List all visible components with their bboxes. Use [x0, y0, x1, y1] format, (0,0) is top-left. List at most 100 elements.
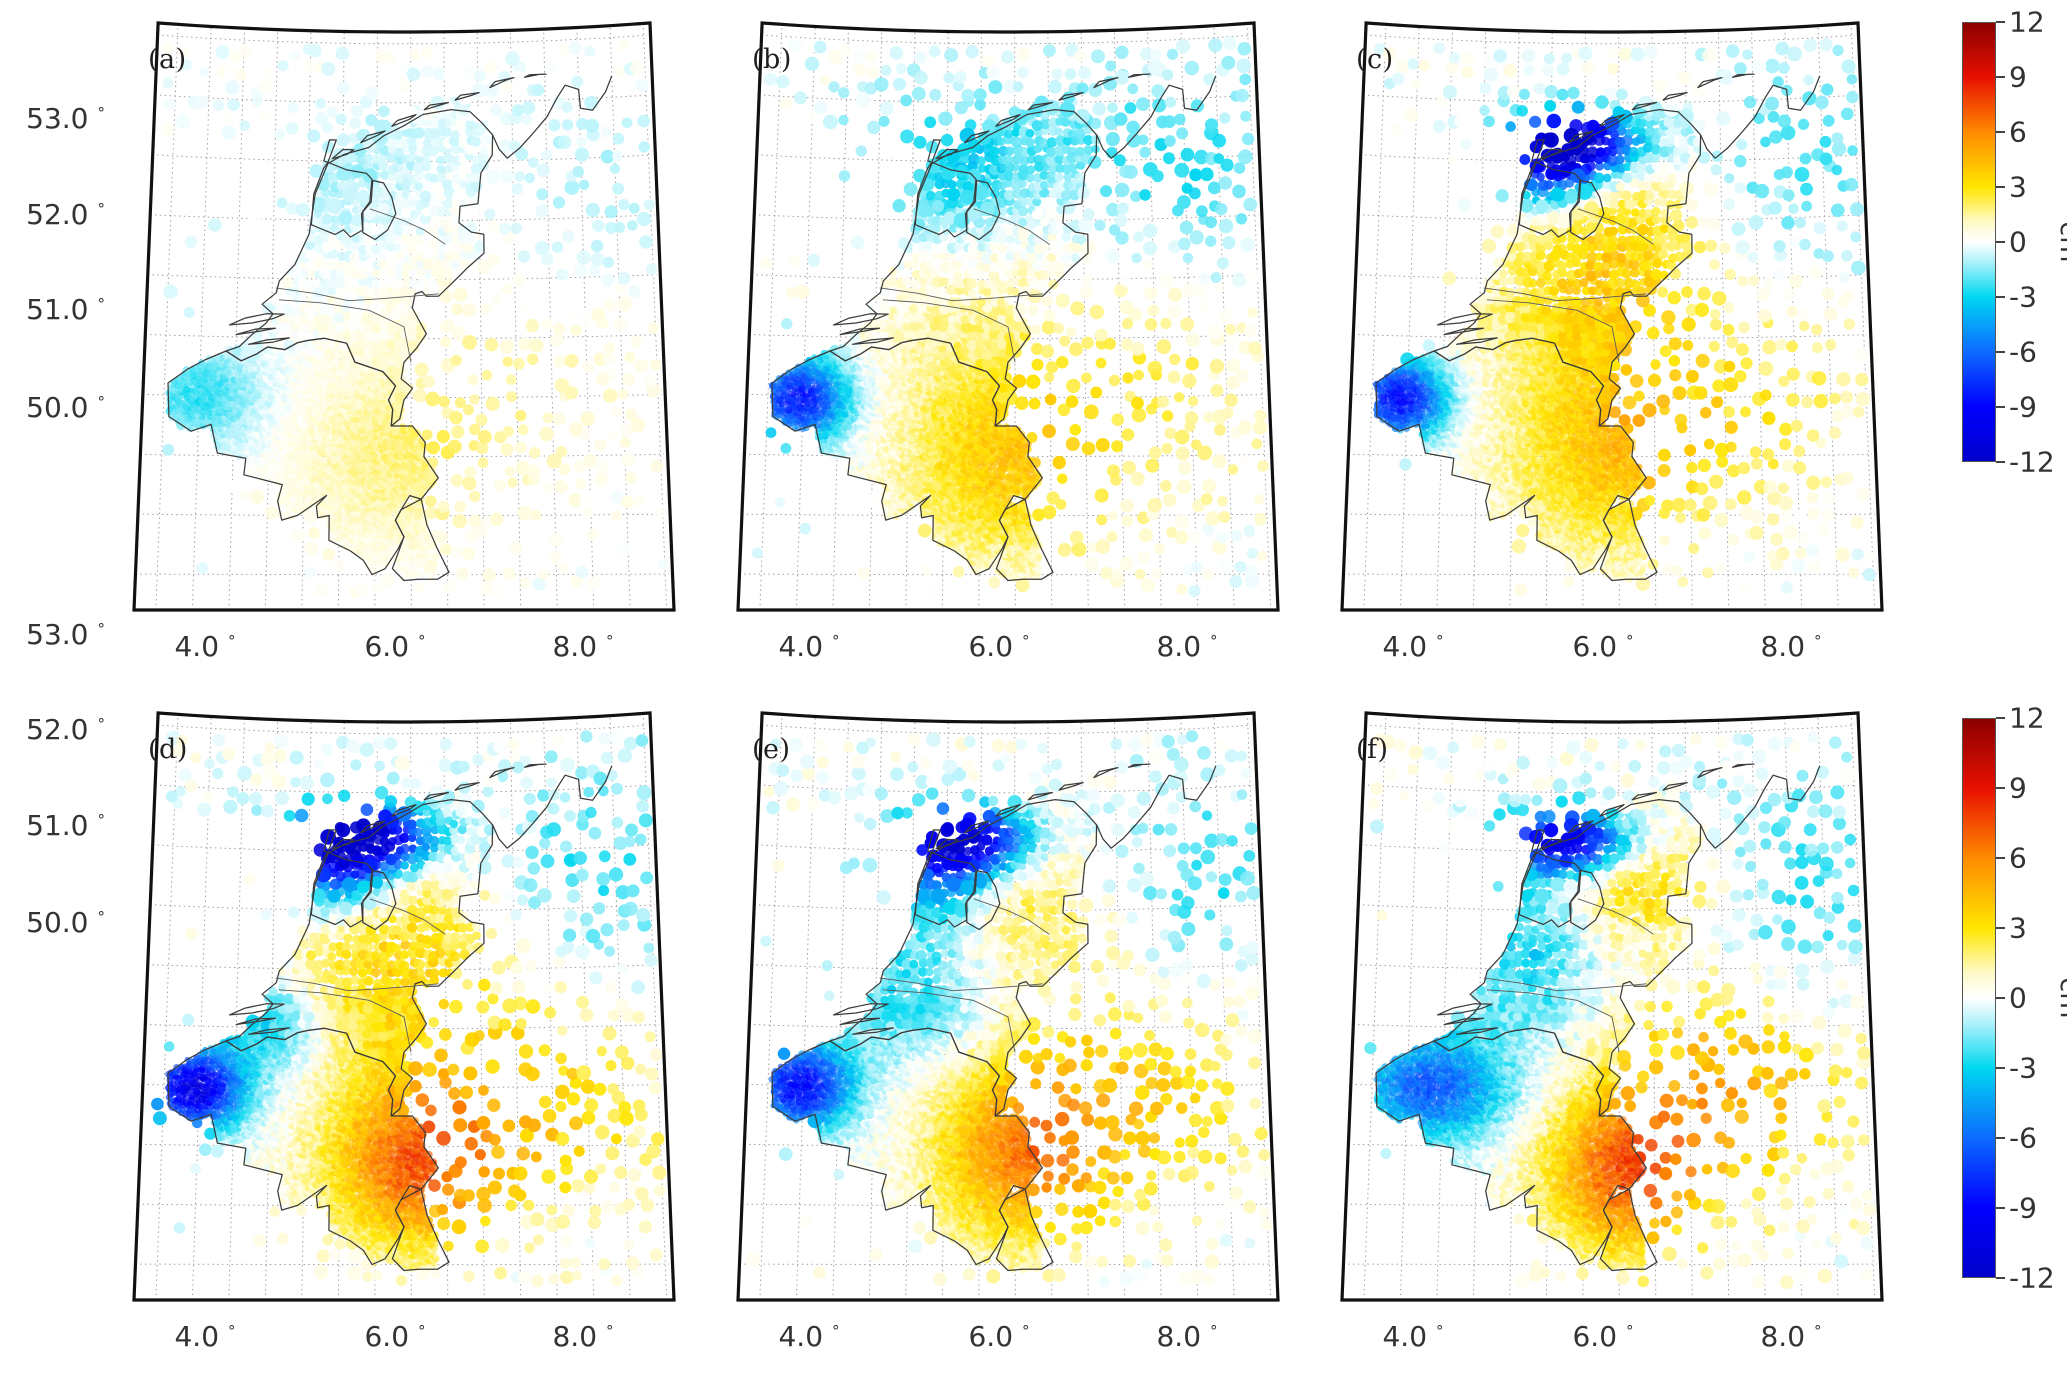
- data-point: [356, 190, 370, 204]
- ytick-row0-52: 52.0 °: [0, 198, 105, 231]
- panel-b[interactable]: (b): [736, 21, 1280, 612]
- data-point: [249, 489, 265, 505]
- data-point: [343, 276, 353, 287]
- data-point: [421, 429, 433, 441]
- data-point: [627, 220, 638, 231]
- data-point: [443, 153, 454, 164]
- data-point: [591, 307, 605, 322]
- data-point: [643, 199, 655, 211]
- graticule-meridian: [642, 23, 668, 610]
- data-point: [526, 464, 541, 479]
- data-point: [439, 290, 453, 304]
- data-point: [467, 374, 479, 386]
- data-point: [392, 293, 403, 304]
- data-point: [221, 125, 236, 140]
- data-point: [561, 119, 574, 131]
- data-point: [326, 198, 342, 214]
- data-point: [304, 541, 319, 556]
- data-point: [480, 582, 494, 596]
- data-point: [568, 41, 582, 55]
- data-point: [524, 172, 536, 184]
- data-point: [612, 132, 625, 145]
- data-point: [552, 196, 566, 209]
- data-point: [589, 264, 601, 277]
- ytick-row0-53: 53.0 °: [0, 102, 105, 135]
- data-point: [639, 235, 653, 249]
- data-point: [289, 50, 300, 61]
- data-point: [447, 439, 462, 454]
- data-point: [492, 583, 507, 598]
- data-point: [195, 95, 209, 109]
- data-point: [391, 278, 403, 290]
- data-point: [320, 261, 330, 271]
- data-point: [487, 254, 500, 267]
- data-point: [161, 123, 174, 137]
- data-point: [291, 528, 306, 543]
- data-point: [400, 305, 411, 316]
- data-point: [502, 81, 514, 93]
- data-point: [609, 163, 621, 174]
- data-point: [379, 320, 389, 330]
- data-point: [420, 190, 432, 202]
- data-point: [426, 441, 440, 455]
- data-point: [364, 153, 373, 163]
- data-point: [462, 476, 477, 491]
- data-point: [493, 479, 507, 492]
- data-point: [469, 490, 481, 503]
- data-point: [277, 60, 289, 72]
- data-point: [457, 103, 470, 116]
- data-point: [511, 183, 524, 195]
- data-point: [517, 250, 531, 263]
- data-point: [585, 202, 600, 218]
- data-point: [408, 563, 415, 570]
- data-point: [314, 582, 329, 597]
- data-point: [414, 582, 425, 594]
- data-point: [552, 412, 566, 426]
- data-point: [422, 375, 435, 388]
- data-point: [634, 358, 649, 373]
- data-point: [414, 182, 424, 191]
- graticule-meridian: [543, 29, 558, 610]
- data-point: [583, 453, 598, 468]
- data-point: [481, 369, 493, 381]
- data-point: [234, 69, 247, 81]
- data-point: [435, 530, 448, 543]
- data-point: [407, 225, 417, 235]
- data-point: [578, 308, 589, 320]
- data-point: [517, 424, 529, 436]
- data-point: [605, 368, 618, 381]
- data-point: [162, 443, 175, 456]
- data-point: [240, 489, 251, 501]
- data-point: [557, 135, 572, 150]
- data-point: [613, 65, 626, 77]
- data-point: [431, 551, 439, 559]
- data-point: [499, 222, 511, 235]
- data-point: [249, 214, 262, 227]
- data-point: [557, 562, 568, 573]
- data-point: [587, 528, 600, 541]
- data-point: [212, 99, 225, 112]
- data-point: [650, 459, 664, 473]
- data-point: [505, 51, 520, 66]
- data-point: [585, 118, 600, 133]
- data-point: [545, 60, 558, 73]
- data-point: [432, 67, 446, 81]
- data-point: [442, 580, 456, 594]
- data-point: [337, 82, 350, 95]
- panel-a[interactable]: (a): [132, 21, 676, 612]
- data-point: [535, 240, 550, 256]
- data-point: [413, 127, 425, 139]
- data-point: [517, 505, 533, 521]
- data-point: [484, 61, 497, 74]
- data-point: [576, 565, 589, 579]
- data-point: [532, 84, 545, 97]
- data-point: [185, 235, 198, 249]
- data-point: [644, 375, 656, 387]
- data-point: [464, 466, 476, 479]
- data-point: [450, 354, 462, 366]
- data-point: [412, 388, 427, 403]
- panel-b-map: [736, 21, 1280, 612]
- data-point: [452, 514, 467, 529]
- data-point: [500, 442, 514, 457]
- data-point: [264, 48, 277, 61]
